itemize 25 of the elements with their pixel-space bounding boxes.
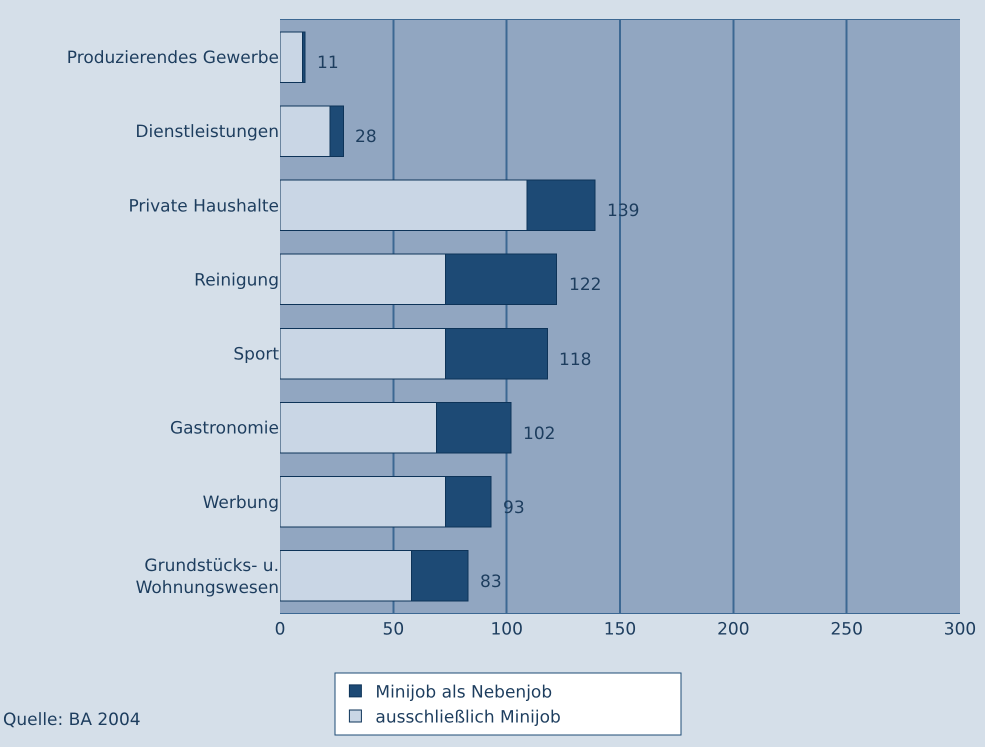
total-label: 11	[317, 53, 339, 73]
y-tick-label: Produzierendes Gewerbe	[66, 48, 279, 68]
y-tick-label: Werbung	[202, 492, 279, 513]
x-tick-label: 200	[717, 619, 750, 640]
bar	[280, 31, 304, 83]
y-tick-label: Sport	[233, 344, 280, 365]
y-tick-label: Reinigung	[194, 270, 279, 290]
y-tick-label: Grundstücks- u. Wohnungswesen	[136, 556, 279, 598]
x-tick-label: 100	[490, 619, 523, 640]
total-label: 83	[480, 572, 502, 592]
y-tick-label: Private Haushalte	[128, 196, 279, 216]
x-tick-label: 50	[382, 619, 404, 640]
legend-label: ausschließlich Minijob	[375, 708, 561, 728]
total-label: 122	[569, 275, 602, 295]
y-tick-label: Dienstleistungen	[135, 122, 279, 142]
y-tick-label: Gastronomie	[170, 418, 279, 439]
x-tick-label: 300	[944, 619, 976, 640]
x-tick-label: 150	[604, 619, 636, 640]
source-note: Quelle: BA 2004	[3, 710, 141, 730]
x-tick-label: 0	[274, 619, 286, 640]
total-label: 28	[355, 127, 377, 147]
x-tick-label: 250	[830, 619, 863, 640]
total-label: 118	[559, 350, 592, 370]
legend-label: Minijob als Nebenjob	[375, 682, 552, 702]
total-label: 102	[523, 424, 556, 444]
